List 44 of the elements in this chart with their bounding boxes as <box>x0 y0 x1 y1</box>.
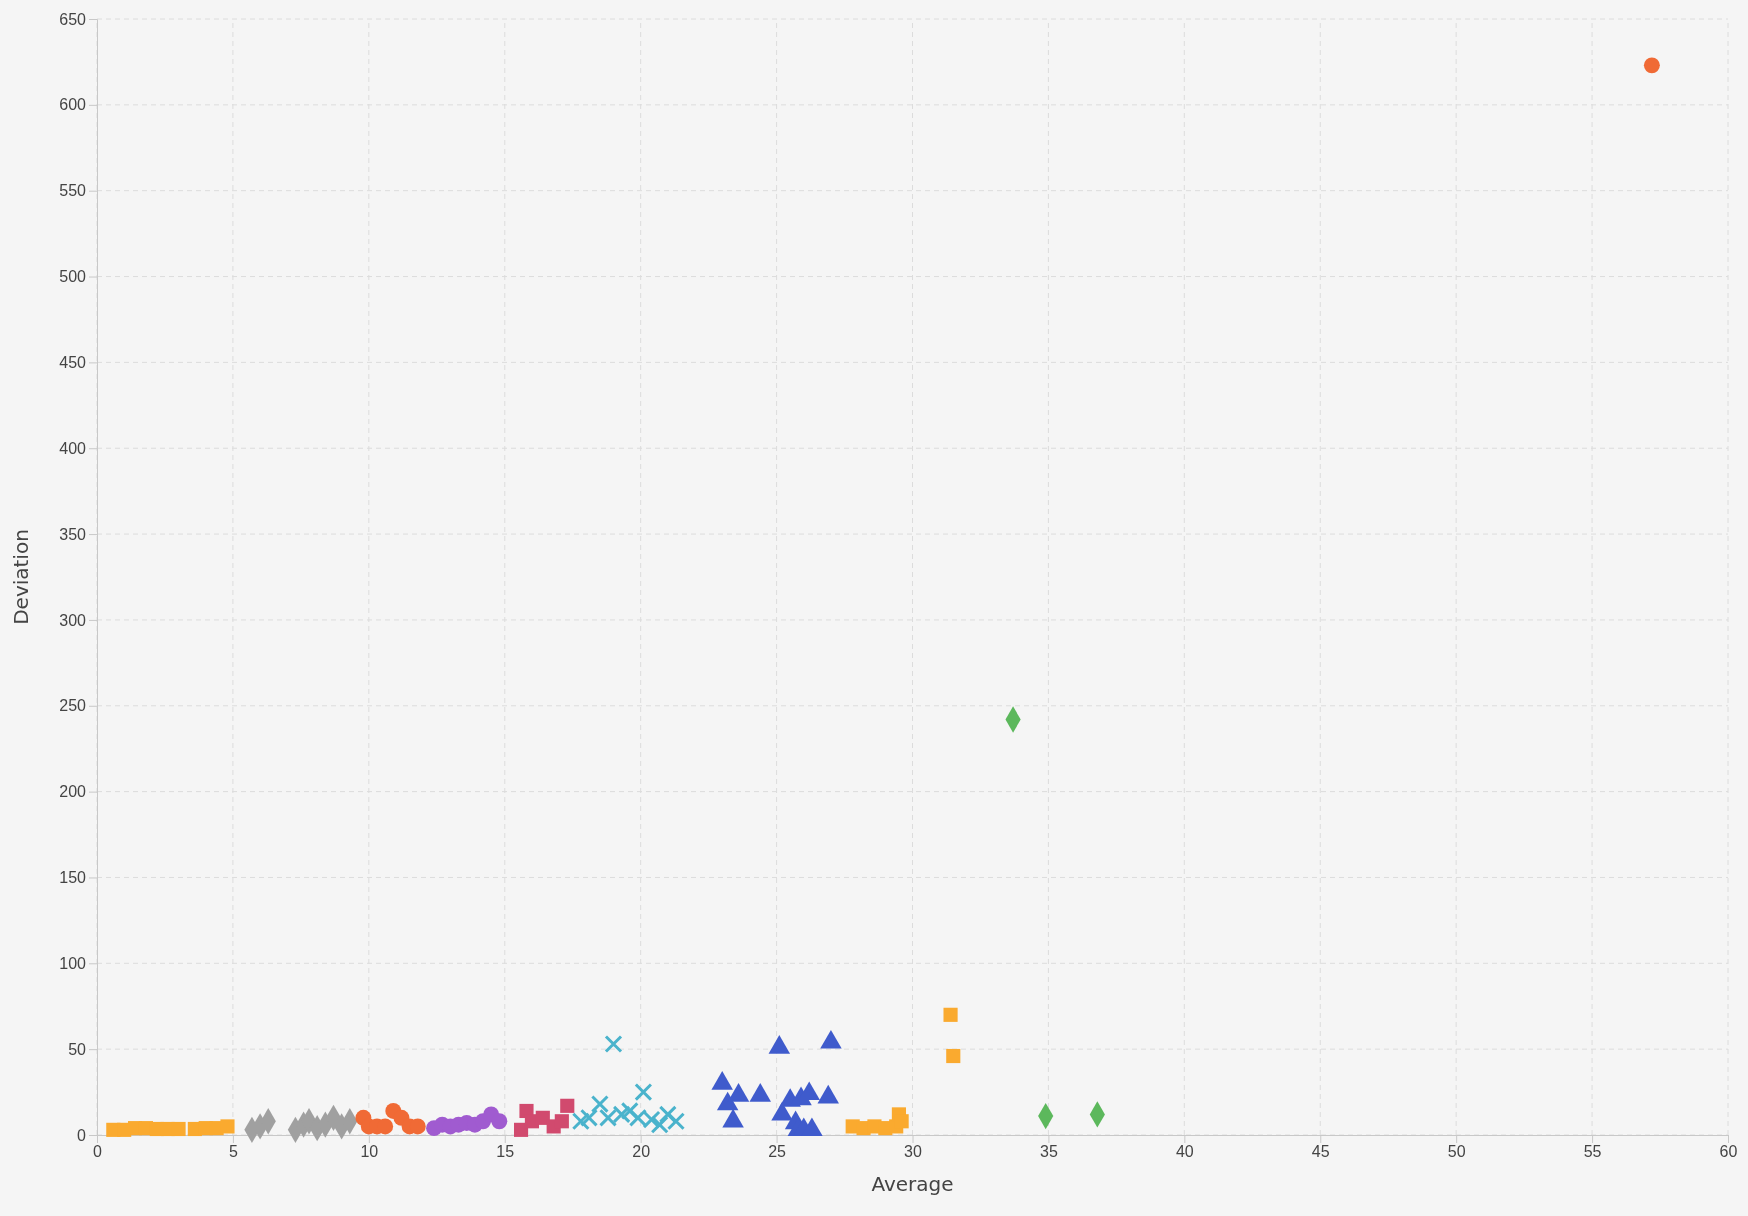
point <box>513 1122 529 1137</box>
y-tick-label: 550 <box>59 182 87 200</box>
y-tick-label: 0 <box>77 1126 87 1144</box>
y-tick-label: 450 <box>59 354 87 371</box>
x-tick-label: 45 <box>1311 1143 1330 1161</box>
point <box>590 1095 609 1114</box>
y-tick-label: 100 <box>59 954 87 972</box>
point <box>491 1113 508 1130</box>
point <box>554 1114 569 1129</box>
y-tick-label: 250 <box>59 697 87 715</box>
point <box>620 1101 639 1120</box>
y-tick-label: 500 <box>59 268 87 286</box>
x-tick-label: 40 <box>1175 1143 1194 1161</box>
x-tick-label: 5 <box>228 1143 238 1161</box>
y-axis-title: Deviation <box>9 529 33 625</box>
x-tick-label: 25 <box>768 1143 787 1161</box>
y-tick-label: 150 <box>59 869 87 887</box>
y-tick-label: 650 <box>59 10 87 28</box>
y-tick-label: 400 <box>59 439 87 457</box>
x-tick-label: 55 <box>1583 1143 1602 1161</box>
point <box>604 1034 623 1054</box>
point <box>634 1083 653 1102</box>
x-tick-label: 30 <box>904 1143 922 1161</box>
point <box>1643 57 1660 74</box>
point <box>658 1105 677 1124</box>
x-tick-label: 15 <box>496 1143 515 1161</box>
point <box>943 1007 958 1022</box>
point <box>571 1112 590 1131</box>
point <box>220 1119 235 1134</box>
y-tick-label: 300 <box>59 611 87 629</box>
point <box>560 1098 575 1113</box>
y-tick-label: 350 <box>59 525 87 543</box>
x-tick-label: 10 <box>360 1143 379 1161</box>
point <box>946 1048 961 1064</box>
y-tick-label: 600 <box>59 96 87 114</box>
x-tick-label: 20 <box>632 1143 651 1161</box>
y-tick-label: 50 <box>68 1040 87 1058</box>
x-axis-title: Average <box>871 1172 954 1196</box>
x-tick-label: 0 <box>93 1143 103 1161</box>
point <box>171 1121 186 1137</box>
y-tick-label: 200 <box>59 783 87 801</box>
x-tick-label: 50 <box>1447 1143 1466 1161</box>
x-tick-label: 35 <box>1040 1143 1058 1161</box>
x-tick-label: 60 <box>1719 1143 1738 1161</box>
